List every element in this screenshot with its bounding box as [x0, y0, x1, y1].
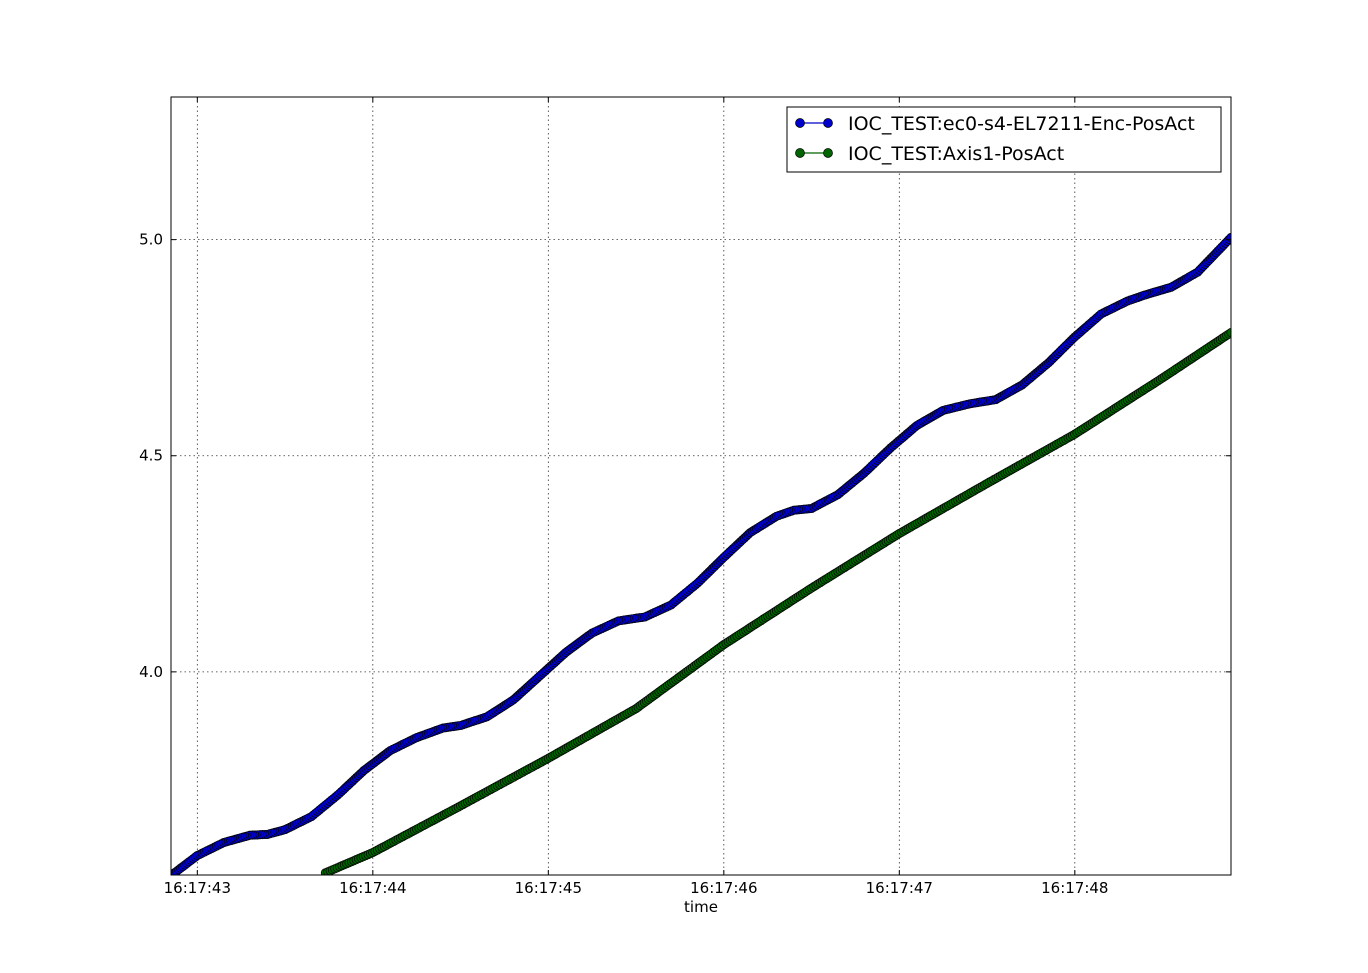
series-layer: [171, 232, 1231, 875]
x-axis-label: time: [684, 898, 718, 916]
x-tick-label: 16:17:47: [866, 879, 933, 897]
plot-area: [171, 97, 1231, 875]
ticks: 16:17:43 16:17:44 16:17:45 16:17:46 16:17:47…: [139, 97, 1231, 897]
legend-marker: [795, 118, 805, 128]
x-tick-label: 16:17:45: [515, 879, 582, 897]
legend-marker: [823, 118, 833, 128]
data-point: [1226, 328, 1231, 338]
x-tick-label: 16:17:43: [164, 879, 231, 897]
plot-frame: [170, 96, 1232, 876]
series-1: [320, 328, 1231, 875]
x-tick-label: 16:17:48: [1041, 879, 1108, 897]
legend-box: [786, 106, 1222, 173]
legend: IOC_TEST:ec0-s4-EL7211-Enc-PosAct IOC_TES…: [786, 106, 1222, 173]
legend-label: IOC_TEST:Axis1-PosAct: [848, 143, 1064, 165]
y-tick-label: 5.0: [139, 231, 163, 249]
x-tick-label: 16:17:44: [339, 879, 406, 897]
grid: [171, 97, 1231, 875]
x-tick-label: 16:17:46: [690, 879, 757, 897]
legend-marker: [823, 148, 833, 158]
series-0: [171, 232, 1231, 875]
legend-label: IOC_TEST:ec0-s4-EL7211-Enc-PosAct: [848, 113, 1195, 135]
y-tick-label: 4.0: [139, 663, 163, 681]
y-tick-label: 4.5: [139, 447, 163, 465]
legend-marker: [795, 148, 805, 158]
